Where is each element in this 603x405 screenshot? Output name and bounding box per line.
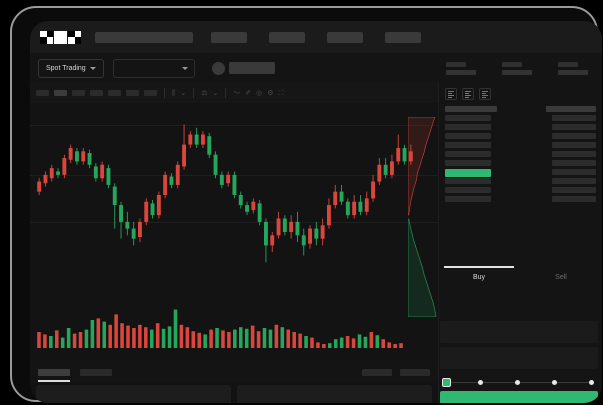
orderbook-asks-icon[interactable] (479, 88, 491, 100)
chevron-down-icon (181, 66, 188, 70)
chevron-down-icon (89, 66, 96, 70)
tab-open-orders[interactable] (38, 368, 70, 382)
orderbook-spread-row[interactable] (445, 169, 596, 177)
market-stats (446, 61, 594, 75)
trading-mode-label: Spot Trading (46, 64, 86, 72)
timeframe-1[interactable] (36, 90, 49, 96)
bottom-card-left[interactable] (36, 385, 231, 403)
search-input[interactable] (95, 31, 193, 43)
volume-histogram (37, 309, 403, 348)
candlestick-series (37, 124, 413, 263)
device-bezel: Spot Trading (10, 6, 602, 403)
fullscreen-icon[interactable]: ⛶ (278, 89, 284, 97)
chart-toolbar: ⫼ ⌄ ⚖ ⌄ 〜 ✐ ◎ ⚙ ⛶ (30, 83, 438, 103)
orderbook-display-modes (439, 83, 602, 104)
pair-selector[interactable] (112, 58, 195, 78)
chevron-down-icon-2[interactable]: ⌄ (212, 89, 219, 97)
slider-stop-25[interactable] (478, 379, 483, 385)
pencil-icon[interactable]: ✐ (245, 89, 252, 97)
timeframe-2[interactable] (54, 90, 67, 96)
nav-item-3[interactable] (327, 31, 363, 43)
bottom-card-right[interactable] (237, 385, 432, 403)
slider-stop-50[interactable] (515, 379, 520, 385)
price-input[interactable] (440, 321, 598, 343)
orderbook-rows (439, 104, 602, 202)
top-navigation-bar (30, 21, 602, 53)
orderbook-ask-row[interactable] (445, 124, 596, 130)
orderbook-bid-row[interactable] (445, 178, 596, 184)
orderbook-bids-icon[interactable] (462, 88, 474, 100)
orderbook-ask-row[interactable] (445, 160, 596, 166)
bottom-action-1[interactable] (362, 368, 392, 376)
stat-24h-volume (558, 61, 588, 75)
orderbook-ask-row[interactable] (445, 115, 596, 121)
slider-stop-75[interactable] (552, 379, 557, 385)
orderbook-column-headers (445, 106, 596, 112)
tab-order-history[interactable] (80, 368, 112, 376)
chevron-down-icon[interactable]: ⌄ (180, 89, 187, 97)
timeframe-3[interactable] (72, 90, 85, 96)
nav-item-1[interactable] (211, 31, 247, 43)
percent-slider[interactable] (442, 378, 596, 387)
submit-order-button[interactable] (440, 391, 598, 403)
nav-item-4[interactable] (385, 31, 421, 43)
timeframe-7[interactable] (144, 90, 157, 96)
toolbar-divider (225, 88, 227, 98)
last-price (228, 62, 275, 74)
order-form-tabs: Buy Sell (438, 266, 602, 288)
toolbar-divider (164, 88, 165, 98)
amount-input[interactable] (440, 347, 598, 369)
orderbook-bid-row[interactable] (445, 196, 596, 202)
trading-mode-selector[interactable]: Spot Trading (38, 58, 104, 78)
slider-stop-100[interactable] (589, 379, 594, 385)
orders-actions (362, 368, 430, 376)
price-chart[interactable] (30, 103, 438, 361)
orderbook-ask-row[interactable] (445, 142, 596, 148)
compare-icon[interactable]: ⚖ (201, 89, 208, 97)
chart-gridline (30, 125, 438, 126)
market-subheader: Spot Trading (30, 53, 602, 83)
bottom-action-2[interactable] (400, 368, 430, 376)
okx-logo-icon[interactable] (40, 30, 81, 44)
slider-handle[interactable] (442, 378, 451, 387)
bottom-cards (30, 385, 438, 403)
orderbook-both-icon[interactable] (445, 88, 457, 100)
coin-avatar-icon (211, 61, 225, 75)
settings-icon[interactable]: ⚙ (267, 89, 274, 97)
stat-24h-change (446, 61, 476, 75)
stat-24h-high (502, 61, 532, 75)
timeframe-6[interactable] (126, 90, 139, 96)
toolbar-divider (193, 88, 195, 98)
timeframe-4[interactable] (90, 90, 103, 96)
alert-icon[interactable]: ◎ (256, 89, 263, 97)
nav-item-2[interactable] (269, 31, 305, 43)
orders-tabbar (30, 361, 438, 383)
chart-gridline (30, 222, 438, 223)
device-screen: Spot Trading (30, 21, 602, 403)
tab-sell[interactable]: Sell (555, 273, 567, 281)
orderbook-ask-row[interactable] (445, 151, 596, 157)
indicator-icon[interactable]: ⫼ (172, 89, 176, 97)
line-chart-icon[interactable]: 〜 (233, 89, 241, 97)
depth-chart (408, 117, 437, 317)
orderbook-ask-row[interactable] (445, 133, 596, 139)
tab-buy[interactable]: Buy (438, 266, 520, 288)
orderbook-bid-row[interactable] (445, 187, 596, 193)
timeframe-5[interactable] (108, 90, 121, 96)
